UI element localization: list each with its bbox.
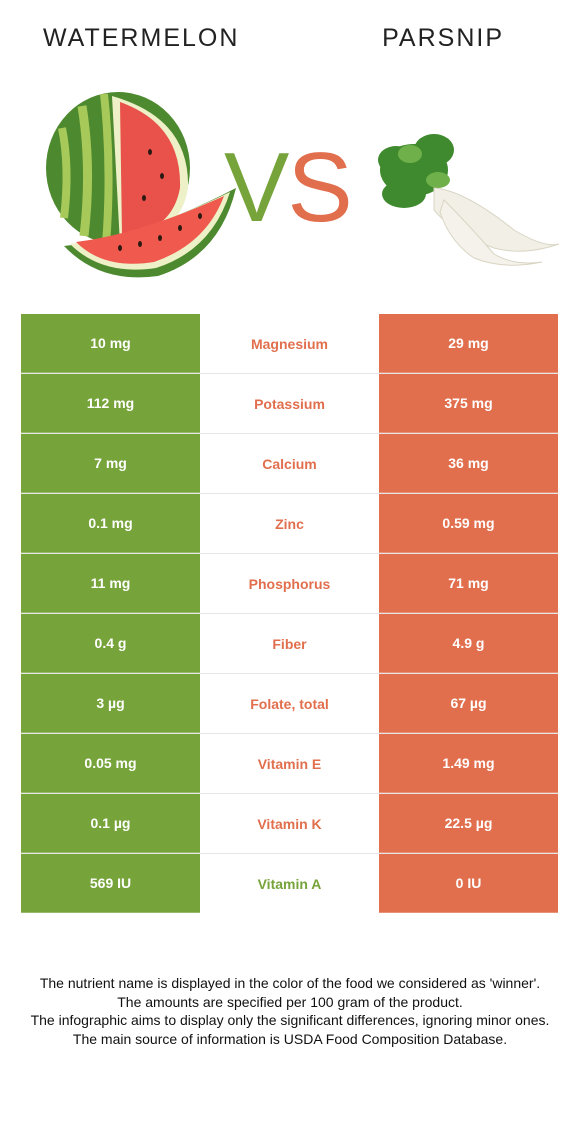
- nutrient-name: Folate, total: [200, 674, 379, 733]
- vs-v-letter: V: [224, 132, 289, 242]
- right-value: 375 mg: [379, 374, 558, 433]
- nutrient-name: Vitamin E: [200, 734, 379, 793]
- footer-note: The infographic aims to display only the…: [30, 1012, 550, 1028]
- nutrient-name: Calcium: [200, 434, 379, 493]
- watermelon-image: [46, 92, 236, 278]
- vs-s-letter: S: [287, 132, 352, 242]
- right-value: 36 mg: [379, 434, 558, 493]
- right-value: 4.9 g: [379, 614, 558, 673]
- table-row: 3 µg Folate, total 67 µg: [21, 674, 558, 734]
- table-row: 0.1 µg Vitamin K 22.5 µg: [21, 794, 558, 854]
- nutrient-comparison-table: 10 mg Magnesium 29 mg 112 mg Potassium 3…: [21, 314, 558, 913]
- table-row: 112 mg Potassium 375 mg: [21, 374, 558, 434]
- right-value: 22.5 µg: [379, 794, 558, 853]
- left-food-title: WATERMELON: [43, 24, 240, 52]
- table-row: 0.05 mg Vitamin E 1.49 mg: [21, 734, 558, 794]
- table-row: 7 mg Calcium 36 mg: [21, 434, 558, 494]
- right-value: 29 mg: [379, 314, 558, 373]
- right-value: 1.49 mg: [379, 734, 558, 793]
- footer-note: The nutrient name is displayed in the co…: [39, 975, 541, 991]
- nutrient-name: Magnesium: [200, 314, 379, 373]
- left-value: 10 mg: [21, 314, 200, 373]
- right-food-title: PARSNIP: [382, 24, 504, 52]
- nutrient-name: Fiber: [200, 614, 379, 673]
- parsnip-image: [378, 134, 560, 266]
- left-value: 112 mg: [21, 374, 200, 433]
- footer-note: The main source of information is USDA F…: [72, 1030, 508, 1047]
- nutrient-name: Vitamin K: [200, 794, 379, 853]
- nutrient-name: Vitamin A: [200, 854, 379, 913]
- table-row: 569 IU Vitamin A 0 IU: [21, 854, 558, 913]
- footer-note: The amounts are specified per 100 gram o…: [117, 993, 463, 1010]
- table-row: 10 mg Magnesium 29 mg: [21, 314, 558, 374]
- vs-label: VS: [224, 138, 353, 236]
- left-value: 0.1 mg: [21, 494, 200, 553]
- table-row: 0.1 mg Zinc 0.59 mg: [21, 494, 558, 554]
- right-value: 0.59 mg: [379, 494, 558, 553]
- left-value: 0.05 mg: [21, 734, 200, 793]
- left-value: 569 IU: [21, 854, 200, 913]
- right-value: 67 µg: [379, 674, 558, 733]
- table-row: 0.4 g Fiber 4.9 g: [21, 614, 558, 674]
- nutrient-name: Phosphorus: [200, 554, 379, 613]
- nutrient-name: Potassium: [200, 374, 379, 433]
- footer-notes: The nutrient name is displayed in the co…: [16, 974, 564, 1048]
- left-value: 0.4 g: [21, 614, 200, 673]
- left-value: 11 mg: [21, 554, 200, 613]
- nutrient-name: Zinc: [200, 494, 379, 553]
- left-value: 0.1 µg: [21, 794, 200, 853]
- table-row: 11 mg Phosphorus 71 mg: [21, 554, 558, 614]
- right-value: 0 IU: [379, 854, 558, 913]
- left-value: 3 µg: [21, 674, 200, 733]
- right-value: 71 mg: [379, 554, 558, 613]
- left-value: 7 mg: [21, 434, 200, 493]
